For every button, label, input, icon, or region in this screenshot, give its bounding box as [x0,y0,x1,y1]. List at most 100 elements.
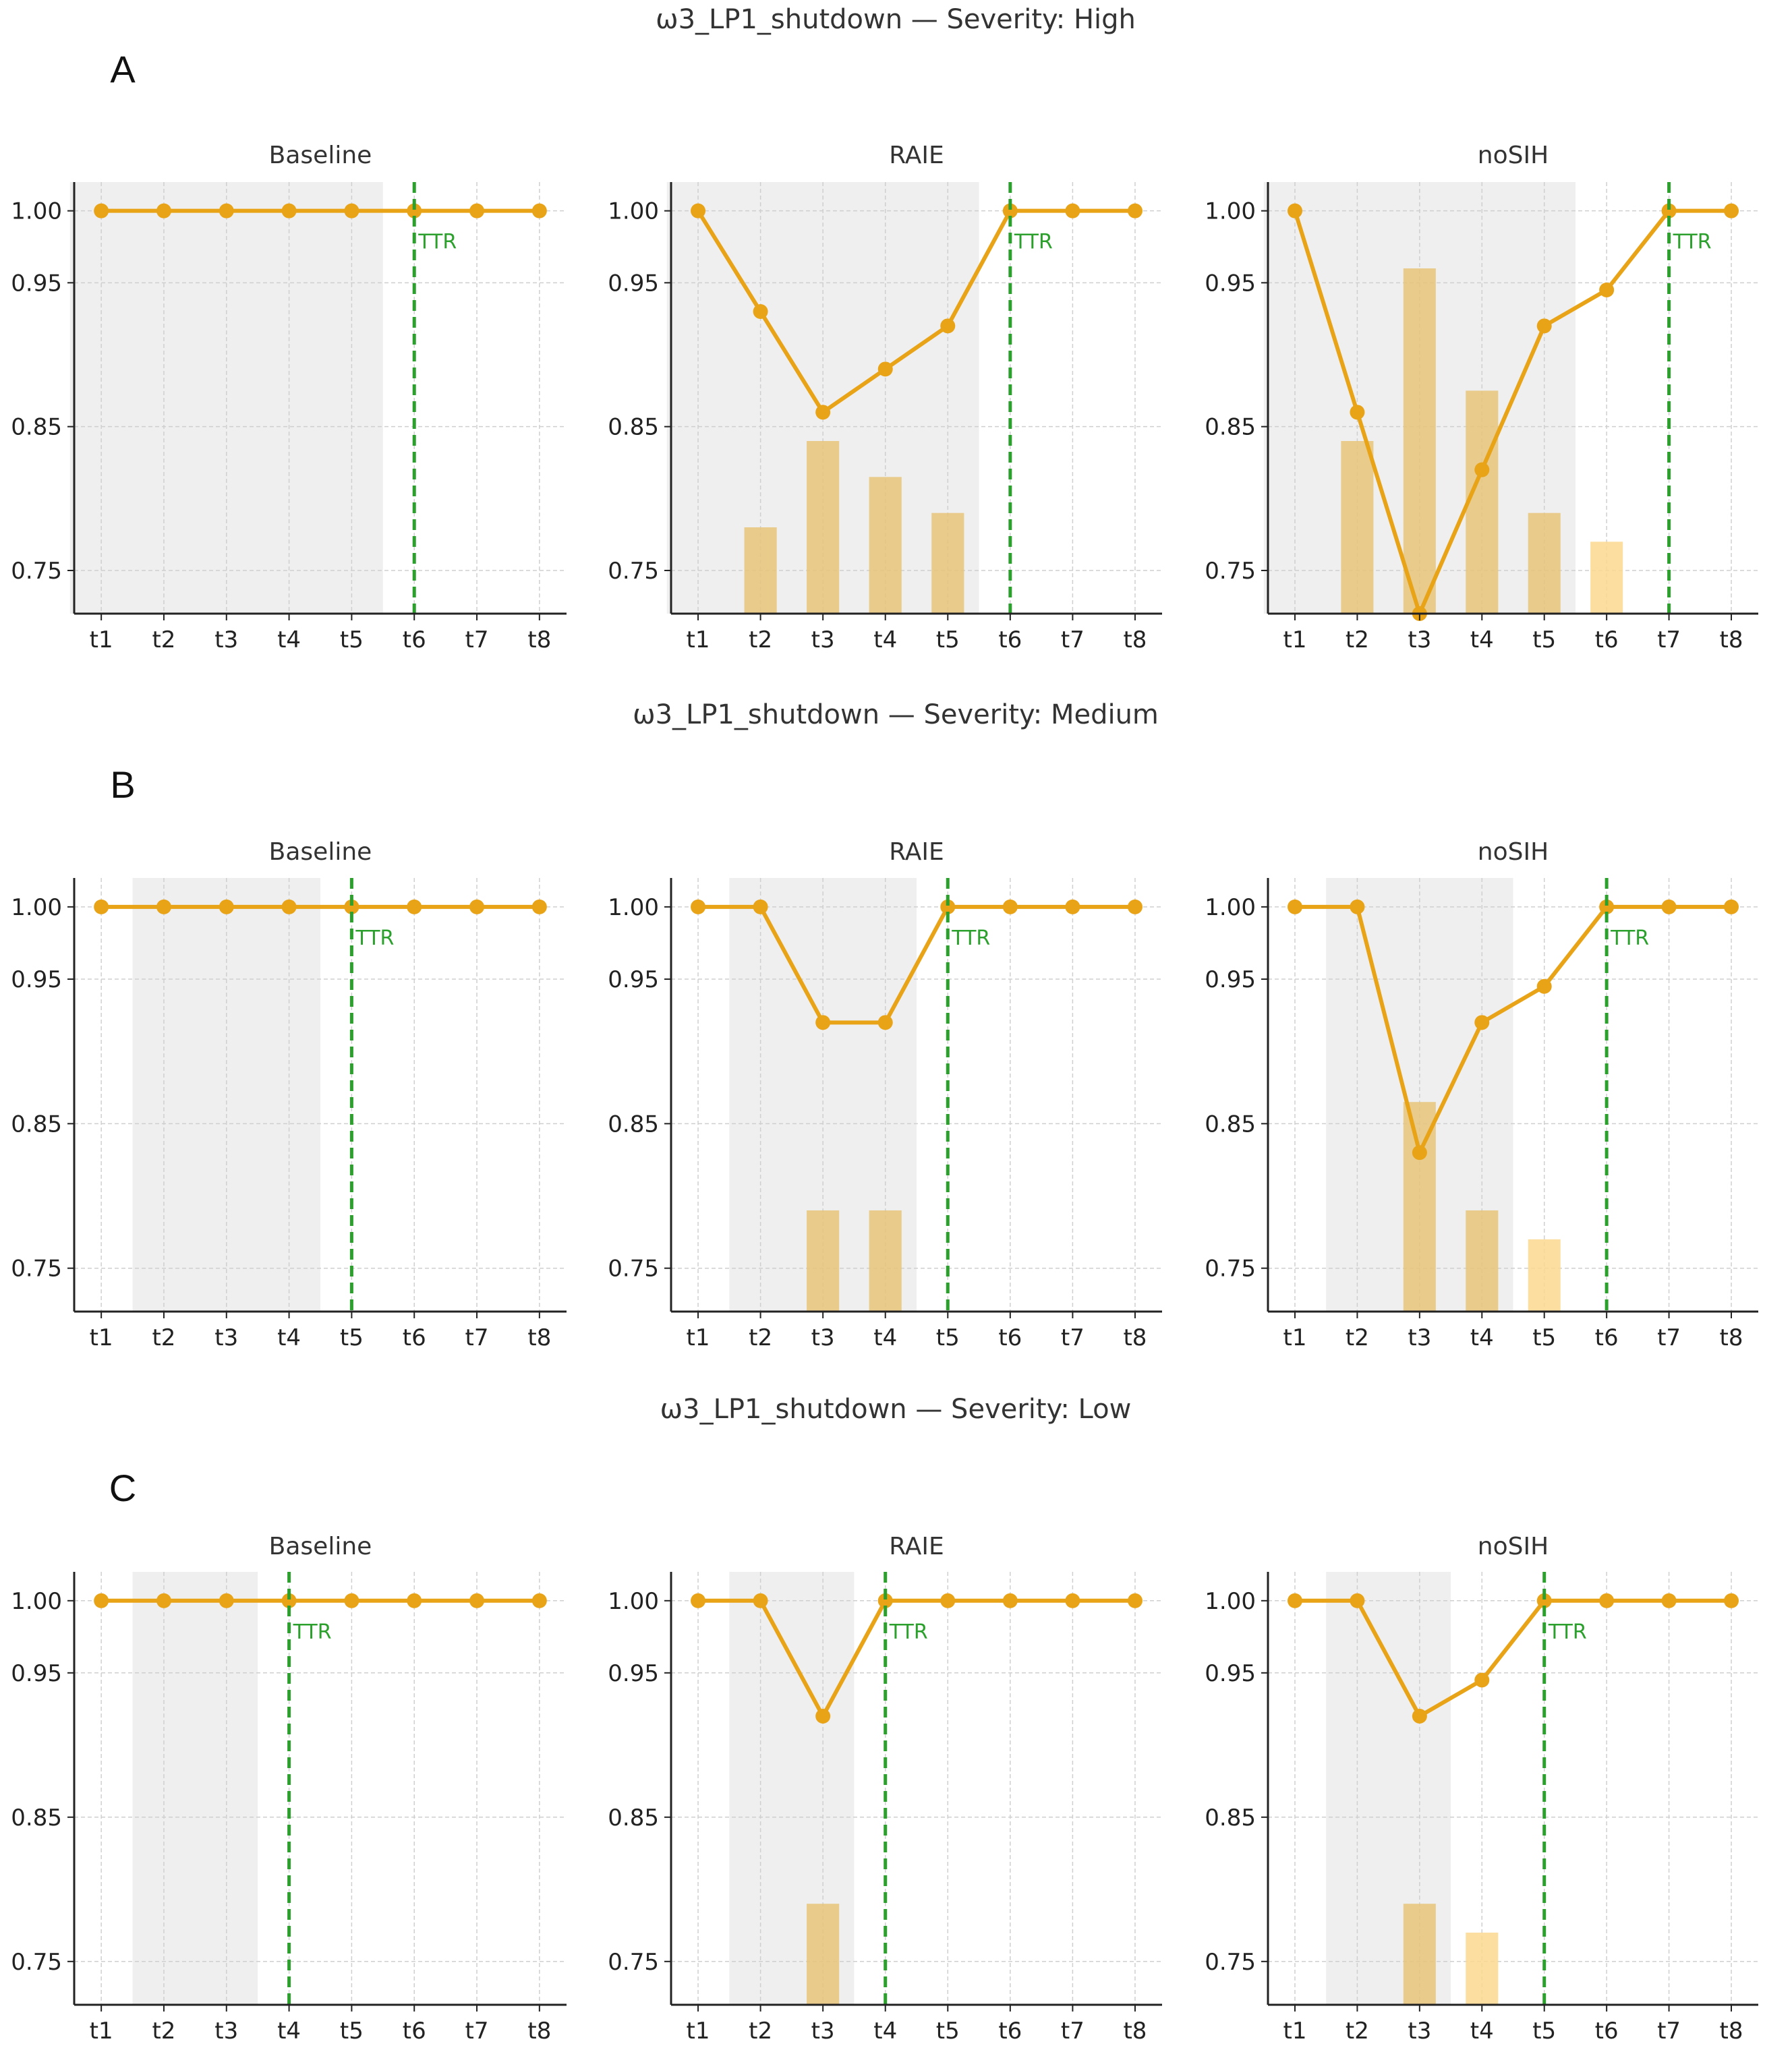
x-tick-label: t2 [749,626,772,653]
performance-point [1002,203,1018,218]
y-tick-label: 0.75 [11,1949,62,1976]
x-tick-label: t8 [527,2018,551,2045]
subplot: TTR 0.75 0.85 0.95 1.00 t1 t2 t3 t4 t5 t6 t7 t8 RAIE [608,1533,1162,2045]
performance-point [1536,318,1552,334]
x-tick-label: t2 [1346,2018,1369,2045]
x-tick-label: t1 [90,626,113,653]
x-tick-label: t6 [998,1324,1022,1351]
performance-point [1065,203,1080,218]
x-tick-label: t4 [277,626,301,653]
ttr-label: TTR [1548,1620,1587,1644]
y-tick-label: 0.75 [1205,1256,1256,1283]
ttr-label: TTR [1014,231,1053,254]
x-tick-label: t6 [1595,1324,1619,1351]
performance-point [1599,283,1615,297]
performance-point [94,899,109,914]
performance-point [1127,203,1143,218]
performance-point [1350,405,1365,420]
x-tick-label: t7 [1657,626,1681,653]
x-tick-label: t1 [90,2018,113,2045]
performance-point [1599,1593,1615,1608]
x-tick-label: t3 [811,2018,835,2045]
y-tick-label: 1.00 [608,894,659,921]
x-tick-label: t6 [1595,2018,1619,2045]
impact-bar [1403,1102,1436,1312]
panel-letter: A [110,48,136,90]
performance-point [281,203,297,218]
x-tick-label: t3 [214,2018,238,2045]
figure-suptitle: ω3_LP1_shutdown — Severity: Low [660,1394,1132,1425]
x-tick-label: t5 [936,2018,960,2045]
performance-point [1287,203,1302,218]
subplot-title: noSIH [1478,1533,1549,1560]
performance-line [698,904,1135,1025]
subplot-title: Baseline [269,1533,372,1560]
x-tick-label: t4 [277,2018,301,2045]
ttr-label: TTR [355,927,394,950]
performance-point [344,1593,359,1608]
performance-line [1294,904,1732,1155]
subplot: TTR 0.75 0.85 0.95 1.00 t1 t2 t3 t4 t5 t6 t7 t8 Basel… [11,838,567,1351]
x-tick-label: t6 [998,2018,1022,2045]
y-tick-label: 0.85 [608,1111,659,1138]
y-tick-label: 0.75 [11,558,62,585]
impact-bar [931,512,964,614]
performance-point [1287,1593,1302,1608]
x-tick-label: t3 [214,1324,238,1351]
performance-point [344,899,359,914]
x-tick-label: t6 [1595,626,1619,653]
figure-suptitle: ω3_LP1_shutdown — Severity: Medium [633,699,1159,730]
x-tick-label: t8 [1720,626,1743,653]
performance-point [469,203,485,218]
x-tick-label: t1 [1283,2018,1307,2045]
x-tick-label: t8 [1720,2018,1743,2045]
x-tick-label: t6 [403,1324,426,1351]
performance-point [156,203,171,218]
ttr-label: TTR [1673,231,1712,254]
y-tick-label: 0.95 [11,1660,62,1687]
performance-point [1350,899,1365,914]
x-tick-label: t5 [1532,1324,1556,1351]
performance-point [877,361,893,377]
performance-point [753,899,768,914]
performance-point [219,899,234,914]
impact-bar [807,1210,840,1312]
y-tick-label: 0.75 [608,1949,659,1976]
subplot-title: noSIH [1478,142,1549,169]
x-tick-label: t8 [527,1324,551,1351]
x-tick-label: t3 [1408,626,1431,653]
performance-point [94,1593,109,1608]
x-tick-label: t4 [1470,2018,1494,2045]
subplot: TTR 0.75 0.85 0.95 1.00 t1 t2 t3 t4 t5 t6 t7 t8 noSIH [1205,142,1758,653]
performance-point [219,1593,234,1608]
y-tick-label: 1.00 [11,1588,62,1615]
performance-point [407,1593,422,1608]
x-tick-label: t1 [90,1324,113,1351]
impact-bar [1466,1210,1499,1312]
performance-point [691,1593,706,1608]
performance-point [1412,1145,1427,1161]
x-tick-label: t8 [1720,1324,1743,1351]
y-tick-label: 0.85 [11,414,62,441]
ttr-label: TTR [417,231,457,254]
performance-point [1287,899,1302,914]
x-tick-label: t2 [1346,626,1369,653]
figure-suptitle: ω3_LP1_shutdown — Severity: High [656,4,1136,35]
performance-point [156,899,171,914]
subplot-title: RAIE [889,142,944,169]
x-tick-label: t4 [277,1324,301,1351]
x-tick-label: t5 [936,626,960,653]
x-tick-label: t3 [1408,2018,1431,2045]
x-tick-label: t2 [152,626,175,653]
x-tick-label: t2 [1346,1324,1369,1351]
performance-point [531,203,547,218]
y-tick-label: 1.00 [608,1588,659,1615]
performance-point [1002,1593,1018,1608]
x-tick-label: t3 [1408,1324,1431,1351]
impact-bar [1528,512,1561,614]
x-tick-label: t2 [152,1324,175,1351]
performance-point [753,304,768,319]
performance-point [753,1593,768,1608]
performance-point [815,1015,831,1030]
x-tick-label: t6 [998,626,1022,653]
